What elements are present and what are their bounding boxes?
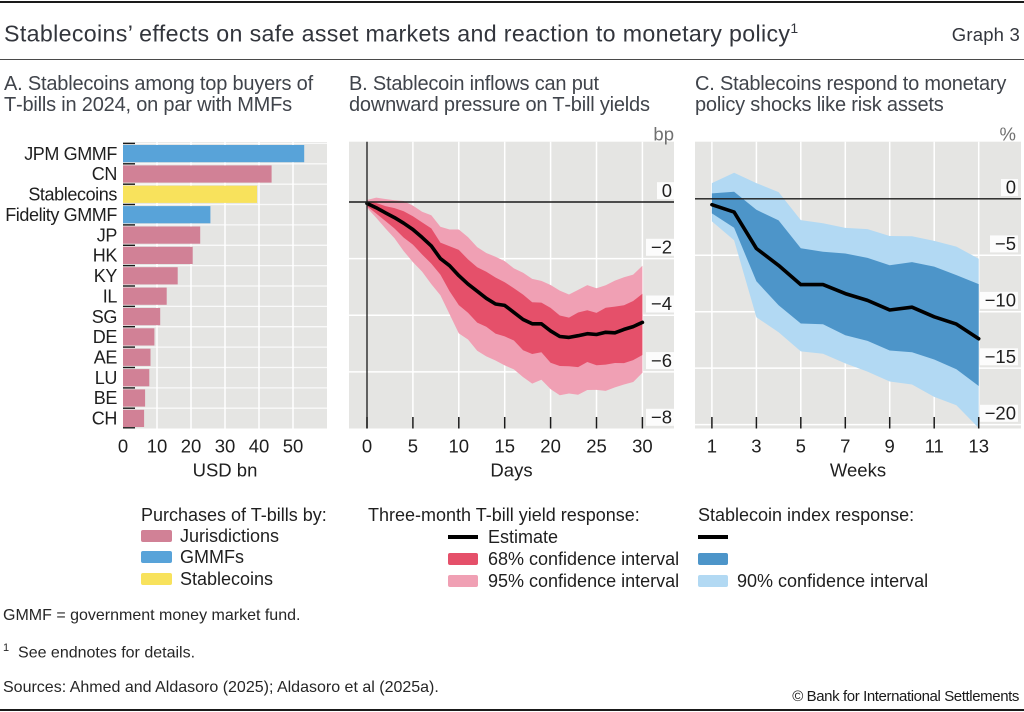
- svg-text:0: 0: [362, 435, 372, 456]
- svg-text:20: 20: [181, 435, 202, 456]
- svg-text:USD bn: USD bn: [193, 460, 258, 481]
- svg-text:5: 5: [408, 435, 418, 456]
- svg-text:−6: −6: [651, 350, 672, 371]
- svg-text:−10: −10: [985, 290, 1016, 311]
- svg-text:30: 30: [215, 435, 236, 456]
- svg-text:−5: −5: [995, 233, 1016, 254]
- svg-text:5: 5: [796, 435, 806, 456]
- svg-text:−15: −15: [985, 346, 1016, 367]
- svg-text:Fidelity GMMF: Fidelity GMMF: [5, 205, 117, 225]
- svg-text:Days: Days: [490, 460, 532, 481]
- svg-text:25: 25: [586, 435, 607, 456]
- svg-text:50: 50: [283, 435, 304, 456]
- svg-text:KY: KY: [94, 266, 118, 286]
- svg-text:11: 11: [925, 435, 944, 456]
- svg-text:IL: IL: [103, 286, 118, 306]
- svg-text:BE: BE: [94, 388, 118, 408]
- svg-text:13: 13: [968, 435, 989, 456]
- svg-text:Stablecoins: Stablecoins: [28, 185, 117, 205]
- svg-text:3: 3: [751, 435, 761, 456]
- svg-text:0: 0: [118, 435, 128, 456]
- svg-text:HK: HK: [93, 246, 118, 266]
- svg-text:−4: −4: [651, 293, 672, 314]
- svg-text:10: 10: [449, 435, 470, 456]
- svg-text:JP: JP: [97, 225, 118, 245]
- svg-text:1: 1: [707, 435, 717, 456]
- svg-text:−20: −20: [985, 403, 1016, 424]
- svg-text:0: 0: [1006, 177, 1016, 198]
- svg-text:20: 20: [540, 435, 561, 456]
- svg-text:CH: CH: [92, 409, 117, 429]
- svg-text:AE: AE: [94, 348, 118, 368]
- svg-text:CN: CN: [92, 164, 117, 184]
- svg-text:bp: bp: [653, 124, 674, 145]
- svg-text:%: %: [1000, 124, 1016, 145]
- svg-text:SG: SG: [92, 307, 117, 327]
- svg-text:10: 10: [147, 435, 168, 456]
- svg-text:9: 9: [885, 435, 895, 456]
- svg-text:DE: DE: [93, 327, 118, 347]
- svg-text:30: 30: [632, 435, 653, 456]
- svg-text:15: 15: [494, 435, 515, 456]
- svg-text:LU: LU: [95, 368, 117, 388]
- svg-text:7: 7: [840, 435, 850, 456]
- svg-text:Weeks: Weeks: [830, 460, 886, 481]
- svg-text:JPM GMMF: JPM GMMF: [24, 144, 117, 164]
- svg-text:−2: −2: [651, 237, 672, 258]
- svg-text:40: 40: [249, 435, 270, 456]
- svg-text:−8: −8: [651, 407, 672, 428]
- svg-text:0: 0: [662, 180, 672, 201]
